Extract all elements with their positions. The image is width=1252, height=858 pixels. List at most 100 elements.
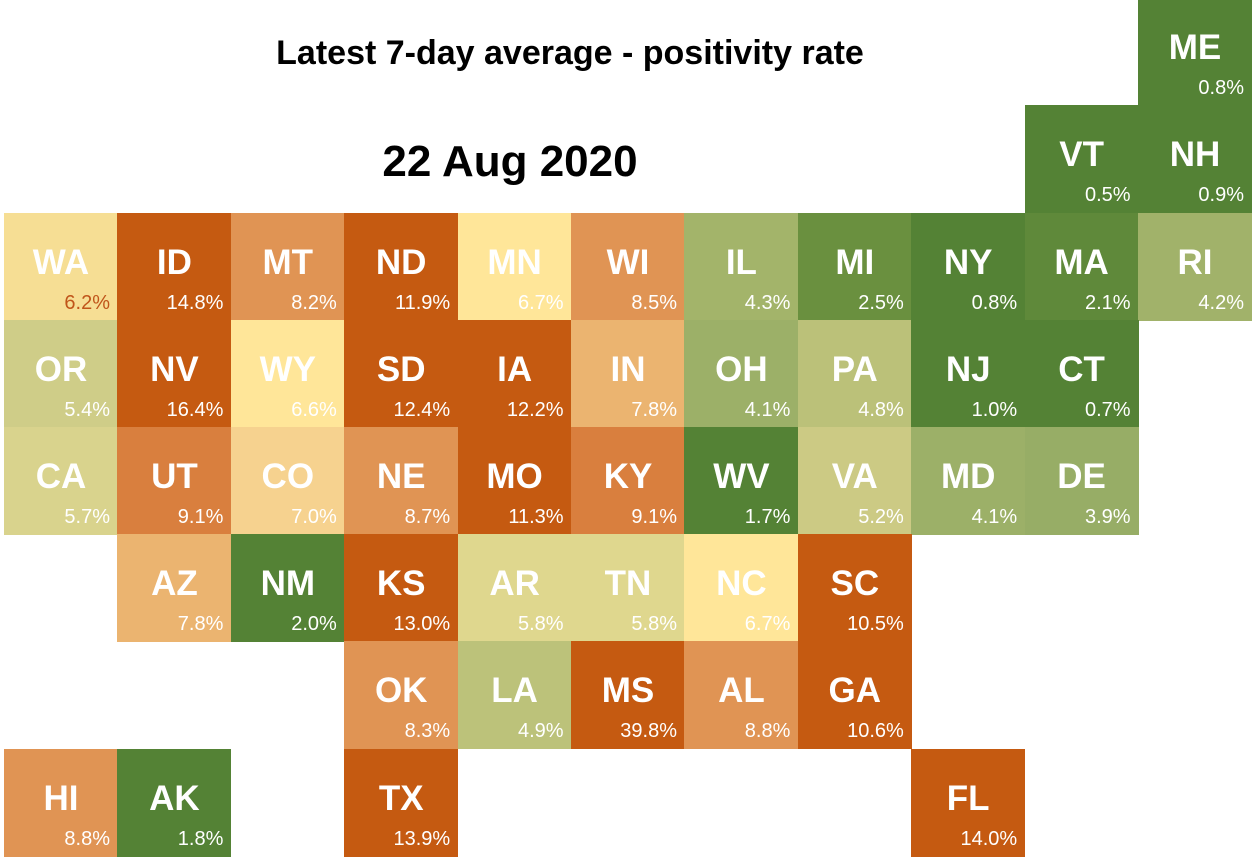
state-code-label: SD <box>376 349 426 389</box>
state-code-label: IN <box>610 349 646 389</box>
state-positivity-rate: 6.7% <box>518 291 564 314</box>
state-tile-pa: PA 4.8% <box>797 319 912 428</box>
state-code-label: MD <box>940 457 996 496</box>
state-positivity-rate: 1.8% <box>177 827 224 850</box>
state-code-label: MI <box>835 242 875 282</box>
state-code-label: CT <box>1058 349 1105 389</box>
state-tile-tx: TX 13.9% <box>344 748 459 857</box>
state-code-label: OR <box>34 349 88 389</box>
state-code-label: OK <box>374 671 428 711</box>
state-positivity-rate: 4.8% <box>858 398 904 421</box>
state-code-label: NH <box>1169 135 1221 175</box>
state-code-label: ND <box>375 242 427 282</box>
state-code-label: NM <box>260 564 316 604</box>
state-positivity-rate: 4.1% <box>971 506 1018 528</box>
state-tile-va: VA 5.2% <box>797 427 912 535</box>
state-positivity-rate: 0.8% <box>1198 77 1244 100</box>
state-positivity-rate: 5.7% <box>64 506 110 528</box>
state-positivity-rate: 9.1% <box>631 506 677 528</box>
state-positivity-rate: 7.8% <box>631 398 677 421</box>
state-code-label: WA <box>32 242 90 282</box>
state-tile-mt: MT 8.2% <box>230 212 345 321</box>
state-positivity-rate: 8.8% <box>744 720 791 743</box>
state-tile-de: DE 3.9% <box>1024 427 1139 535</box>
state-tile-ut: UT 9.1% <box>117 427 232 535</box>
state-positivity-rate: 2.0% <box>291 613 337 636</box>
state-code-label: MA <box>1054 242 1109 282</box>
state-positivity-rate: 4.9% <box>518 720 564 743</box>
state-positivity-rate: 8.3% <box>404 720 451 743</box>
state-code-label: GA <box>828 671 882 711</box>
state-code-label: MO <box>486 457 543 496</box>
state-tile-hi: HI 8.8% <box>4 748 118 857</box>
state-tile-wy: WY 6.6% <box>230 319 345 428</box>
state-positivity-rate: 6.7% <box>744 613 791 636</box>
state-positivity-rate: 8.2% <box>291 291 337 314</box>
state-code-label: MT <box>262 242 314 282</box>
state-tile-nd: ND 11.9% <box>344 212 459 321</box>
state-positivity-rate: 7.8% <box>177 613 224 636</box>
state-tile-sd: SD 12.4% <box>344 319 459 428</box>
state-positivity-rate: 5.2% <box>858 506 904 528</box>
state-positivity-rate: 13.9% <box>393 827 451 850</box>
state-tile-nv: NV 16.4% <box>117 319 232 428</box>
state-positivity-rate: 0.9% <box>1198 184 1244 207</box>
state-code-label: AR <box>489 564 540 604</box>
state-positivity-rate: 5.4% <box>64 398 110 421</box>
state-positivity-rate: 11.9% <box>394 291 451 314</box>
state-tile-ia: IA 12.2% <box>457 319 572 428</box>
state-code-label: SC <box>830 564 880 604</box>
state-positivity-rate: 4.2% <box>1198 291 1244 314</box>
state-code-label: WI <box>606 242 650 282</box>
state-tile-ar: AR 5.8% <box>457 534 572 643</box>
map-date: 22 Aug 2020 <box>382 137 638 186</box>
state-tile-ct: CT 0.7% <box>1024 319 1139 428</box>
state-tile-co: CO 7.0% <box>230 427 345 535</box>
state-code-label: IL <box>725 242 757 282</box>
state-code-label: HI <box>43 778 79 818</box>
state-tile-ms: MS 39.8% <box>571 641 685 750</box>
state-code-label: UT <box>151 457 198 496</box>
state-positivity-rate: 3.9% <box>1085 506 1131 528</box>
state-positivity-rate: 6.2% <box>64 291 110 314</box>
state-code-label: WY <box>259 349 316 389</box>
state-positivity-rate: 2.5% <box>858 291 904 314</box>
state-code-label: VA <box>831 457 878 496</box>
state-code-label: DE <box>1057 457 1106 496</box>
state-code-label: RI <box>1177 242 1213 282</box>
state-tile-tn: TN 5.8% <box>571 534 685 643</box>
state-tile-vt: VT 0.5% <box>1024 105 1139 214</box>
state-code-label: WV <box>713 457 770 496</box>
state-tile-ak: AK 1.8% <box>117 748 232 857</box>
state-positivity-rate: 2.1% <box>1085 291 1131 314</box>
state-tile-ok: OK 8.3% <box>344 641 459 750</box>
state-positivity-rate: 5.8% <box>518 613 564 636</box>
state-code-label: LA <box>491 671 538 711</box>
state-tile-ny: NY 0.8% <box>911 212 1026 321</box>
state-code-label: ME <box>1168 28 1222 68</box>
state-tile-or: OR 5.4% <box>4 319 118 428</box>
state-tile-ri: RI 4.2% <box>1138 212 1252 321</box>
state-code-label: MN <box>487 242 542 282</box>
state-positivity-rate: 8.8% <box>64 827 110 850</box>
state-code-label: MS <box>601 671 655 711</box>
state-code-label: PA <box>831 349 878 389</box>
state-tile-nh: NH 0.9% <box>1138 105 1252 214</box>
state-tile-mi: MI 2.5% <box>797 212 912 321</box>
state-positivity-rate: 10.5% <box>847 613 904 636</box>
state-positivity-rate: 14.0% <box>960 827 1018 850</box>
state-code-label: NV <box>150 349 199 389</box>
state-tile-wa: WA 6.2% <box>4 212 118 321</box>
state-tile-nm: NM 2.0% <box>230 534 345 643</box>
state-tile-ne: NE 8.7% <box>344 427 459 535</box>
state-positivity-rate: 13.0% <box>393 613 451 636</box>
state-tile-id: ID 14.8% <box>117 212 232 321</box>
state-tile-al: AL 8.8% <box>684 641 799 750</box>
state-positivity-rate: 10.6% <box>847 720 904 743</box>
state-code-label: AL <box>718 671 765 711</box>
state-code-label: KS <box>376 564 426 604</box>
state-positivity-rate: 8.7% <box>404 506 451 528</box>
state-tile-az: AZ 7.8% <box>117 534 232 643</box>
state-tile-md: MD 4.1% <box>911 427 1026 535</box>
state-positivity-rate: 7.0% <box>291 506 337 528</box>
